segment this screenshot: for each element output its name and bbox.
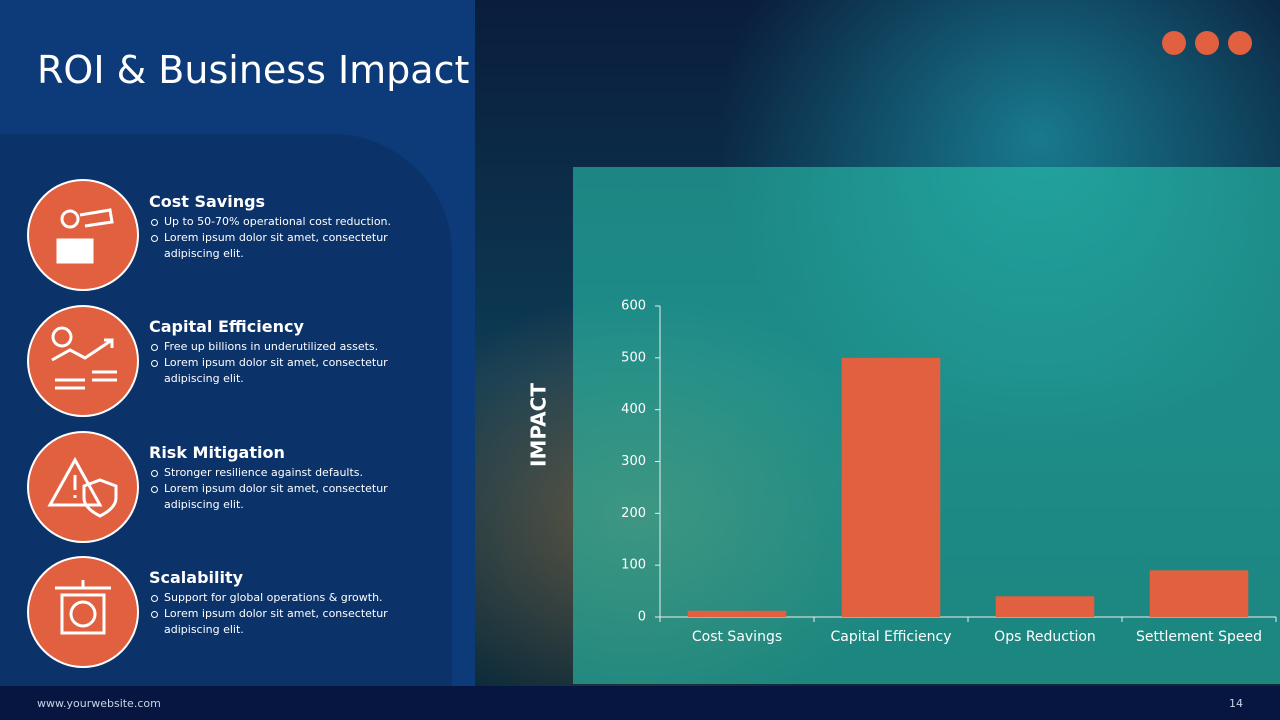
bar — [841, 357, 941, 617]
item-bullet: Lorem ipsum dolor sit amet, consectetur … — [149, 355, 424, 387]
y-axis-label: IMPACT — [527, 383, 551, 467]
y-tick-label: 500 — [621, 350, 646, 365]
item-bullet: Lorem ipsum dolor sit amet, consectetur … — [149, 606, 424, 638]
x-tick-label: Settlement Speed — [1136, 629, 1262, 645]
footer-website: www.yourwebsite.com — [37, 697, 161, 710]
y-tick-label: 300 — [621, 454, 646, 469]
icon-glyphs — [47, 208, 118, 635]
item: Cost Savings Up to 50-70% operational co… — [149, 192, 424, 262]
item-bullet: Support for global operations & growth. — [149, 590, 424, 606]
item-bullet: Free up billions in underutilized assets… — [149, 339, 424, 355]
x-tick-label: Cost Savings — [692, 629, 782, 645]
slide-title: ROI & Business Impact — [37, 48, 470, 92]
icon-dial — [69, 600, 97, 628]
icon-circle — [27, 305, 139, 417]
y-tick-label: 400 — [621, 402, 646, 417]
item-title: Capital Efficiency — [149, 317, 304, 336]
icon-hand — [79, 208, 114, 228]
dots — [1162, 31, 1252, 55]
chart: 0 100 200 300 400 500 600 IMPACT Cost Savings Cap… — [527, 299, 1277, 645]
icon-circle — [27, 179, 139, 291]
dot — [1195, 31, 1219, 55]
bar — [687, 610, 787, 617]
y-tick-label: 0 — [638, 610, 646, 625]
page-number: 14 — [1229, 697, 1243, 710]
y-tick-label: 200 — [621, 506, 646, 521]
item-bullet: Lorem ipsum dolor sit amet, consectetur … — [149, 481, 424, 513]
dot — [1228, 31, 1252, 55]
item: Scalability Support for global operation… — [149, 568, 424, 638]
item-bullet: Stronger resilience against defaults. — [149, 465, 424, 481]
x-tick-label: Ops Reduction — [994, 629, 1096, 645]
item-bullet: Up to 50-70% operational cost reduction. — [149, 214, 424, 230]
icon-scale — [55, 580, 111, 635]
footer: www.yourwebsite.com 14 — [0, 686, 1280, 720]
bar — [995, 596, 1095, 617]
x-tick-label: Capital Efficiency — [831, 629, 952, 645]
y-tick-label: 100 — [621, 558, 646, 573]
y-tick-label: 600 — [621, 299, 646, 314]
item-title: Scalability — [149, 568, 244, 587]
icon-warning — [47, 456, 103, 507]
item-title: Risk Mitigation — [149, 443, 285, 462]
icon-circle — [27, 556, 139, 668]
dot — [1162, 31, 1186, 55]
item: Capital Efficiency Free up billions in u… — [149, 317, 424, 387]
bar — [1149, 570, 1249, 617]
icon-box — [56, 238, 94, 264]
item-bullet: Lorem ipsum dolor sit amet, consectetur … — [149, 230, 424, 262]
icon-growth — [51, 338, 117, 390]
item: Risk Mitigation Stronger resilience agai… — [149, 443, 424, 513]
item-title: Cost Savings — [149, 192, 266, 211]
icon-dollar — [51, 326, 73, 348]
icon-coin — [60, 209, 80, 229]
icon-shield — [82, 478, 118, 518]
